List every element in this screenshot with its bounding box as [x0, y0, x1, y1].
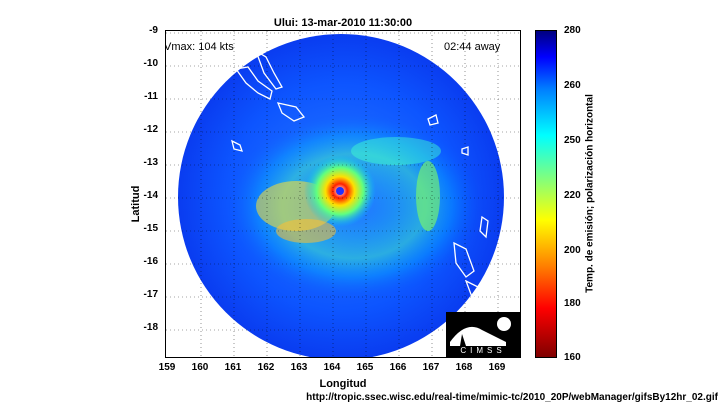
x-tick: 161 [224, 362, 242, 373]
x-tick: 164 [323, 362, 341, 373]
x-tick: 169 [488, 362, 506, 373]
x-tick: 159 [158, 362, 176, 373]
colorbar-tick: 260 [564, 80, 581, 91]
cimss-logo: CIMSS [446, 312, 520, 357]
x-tick: 165 [356, 362, 374, 373]
colorbar-tick: 220 [564, 190, 581, 201]
y-tick: -14 [143, 190, 158, 201]
y-tick: -9 [149, 25, 158, 36]
rain-band-north [351, 137, 441, 165]
logo-text: CIMSS [460, 346, 506, 355]
y-tick: -17 [143, 289, 158, 300]
source-url: http://tropic.ssec.wisc.edu/real-time/mi… [306, 392, 718, 403]
y-tick: -15 [143, 223, 158, 234]
microwave-map: Vmax: 104 kts 02:44 away [165, 30, 521, 358]
x-axis-label: Longitud [319, 378, 367, 390]
x-tick: 166 [389, 362, 407, 373]
y-tick: -18 [143, 322, 158, 333]
colorbar-label: Temp. de emisión; polarización horizonta… [584, 94, 596, 293]
colorbar [535, 30, 557, 358]
y-tick: -12 [143, 124, 158, 135]
storm-eye [336, 187, 344, 195]
x-tick: 160 [191, 362, 209, 373]
colorbar-tick: 200 [564, 245, 581, 256]
colorbar-tick: 280 [564, 25, 581, 36]
y-axis-label: Latitud [130, 185, 142, 223]
y-tick: -10 [143, 58, 158, 69]
rain-band-east [416, 161, 440, 231]
y-tick: -16 [143, 256, 158, 267]
colorbar-tick: 250 [564, 135, 581, 146]
x-tick: 167 [422, 362, 440, 373]
colorbar-tick: 180 [564, 298, 581, 309]
vmax-label: Vmax: 104 kts [165, 41, 234, 53]
time-away-label: 02:44 away [444, 41, 501, 53]
y-tick: -11 [144, 91, 158, 102]
x-tick: 162 [257, 362, 275, 373]
y-tick: -13 [143, 157, 158, 168]
x-tick: 168 [455, 362, 473, 373]
gridlines [166, 31, 520, 357]
colorbar-tick: 160 [564, 352, 581, 363]
map-title: Ului: 13-mar-2010 11:30:00 [273, 17, 413, 29]
coastlines [231, 49, 489, 300]
x-tick: 163 [290, 362, 308, 373]
